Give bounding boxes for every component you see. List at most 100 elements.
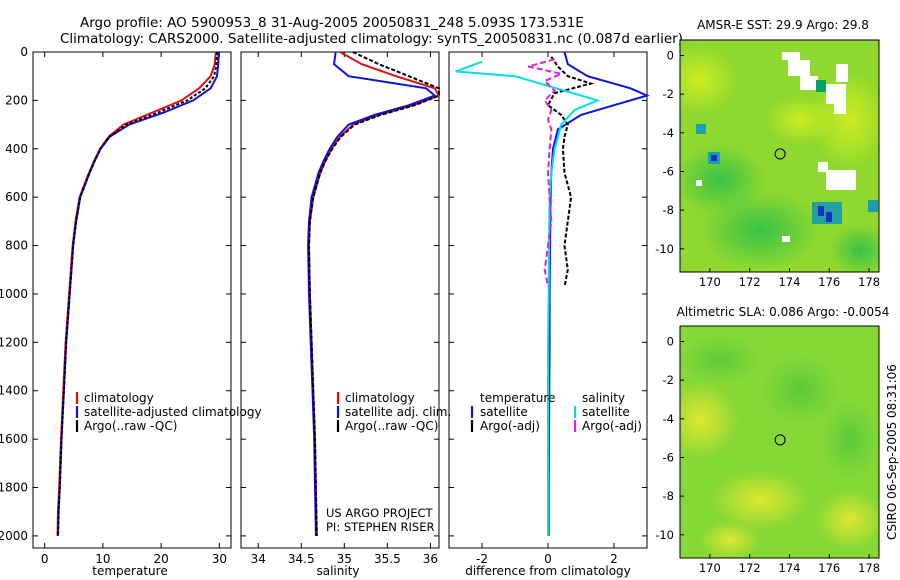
- salinity-xtick-label: 34.5: [288, 552, 315, 566]
- difference-xtick-label: 2: [610, 552, 618, 566]
- difference-profile-plot: -2 0 2: [449, 51, 650, 566]
- sla-high-patch: [680, 380, 740, 460]
- sst-missing-data: [834, 104, 846, 114]
- sst-cold-spot: [696, 124, 706, 134]
- difference-legend-salinity-header: salinity: [582, 391, 625, 405]
- sst-cold-spot: [818, 206, 824, 216]
- temperature-ytick-label: 2000: [0, 529, 28, 543]
- salinity-legend: climatology satellite adj. clim. Argo(..…: [336, 391, 451, 433]
- sst-missing-data: [782, 52, 800, 60]
- sst_map-argo-marker: [774, 148, 786, 160]
- sla_map-ytick-label: -8: [663, 489, 674, 503]
- salinity-xtick-label: 35: [337, 552, 352, 566]
- difference-legend-temperature-header: temperature: [480, 391, 555, 405]
- sst_map-ytick-label: 0: [667, 48, 674, 62]
- difference-series-salinity-argo-adj-: [527, 58, 565, 287]
- temperature-ytick-label: 600: [5, 190, 28, 204]
- temperature-ytick-label: 0: [20, 45, 28, 59]
- temperature-ytick-label: 400: [5, 142, 28, 156]
- sla_map-ytick-label: 0: [667, 334, 674, 348]
- difference-legend-sal-argo: Argo(-adj): [582, 419, 642, 433]
- sst-missing-data: [818, 162, 828, 172]
- sst-missing-data: [696, 180, 702, 186]
- salinity-legend-climatology: climatology: [345, 391, 415, 405]
- sst-missing-data: [836, 64, 848, 82]
- sst-map: [680, 40, 879, 272]
- sla-low-patch: [680, 335, 760, 385]
- salinity-xtick-label: 35.5: [374, 552, 401, 566]
- salinity-legend-argo: Argo(..raw -QC): [345, 419, 438, 433]
- sla-high-patch: [710, 470, 810, 530]
- temperature-ytick-label: 1800: [0, 481, 28, 495]
- sla-map-title: Altimetric SLA: 0.086 Argo: -0.0054: [677, 305, 890, 319]
- sla-high-patch: [700, 520, 760, 558]
- temperature-xtick-label: 20: [153, 552, 168, 566]
- temperature-ytick-label: 1000: [0, 287, 28, 301]
- temperature-ytick-label: 800: [5, 239, 28, 253]
- sst-missing-data: [826, 84, 846, 104]
- salinity-series-argo-raw-qc-: [307, 51, 440, 536]
- sla_map-xtick-label: 178: [858, 561, 880, 575]
- sst-missing-data: [826, 170, 856, 190]
- temperature-profile-plot: 0 10 20 30 0 200 400 600 800 1000 1200 1400 1600 1800…: [0, 45, 231, 566]
- sst_map-xtick-label: 172: [739, 275, 761, 289]
- sst_map-ytick-label: -10: [655, 242, 674, 256]
- figure-title-line2: Climatology: CARS2000. Satellite-adjuste…: [60, 31, 683, 47]
- difference-series-temperature-argo-adj-: [546, 56, 595, 287]
- figure-title-line1: Argo profile: AO 5900953_8 31-Aug-2005 2…: [80, 15, 584, 31]
- sla-high-patch: [815, 490, 879, 550]
- difference-legend-temp-argo: Argo(-adj): [480, 419, 540, 433]
- sst-cold-spot: [868, 200, 878, 212]
- sst-cool-patch: [830, 225, 879, 272]
- sst-cold-spot: [711, 155, 717, 161]
- sla_map-ytick-label: -10: [655, 528, 674, 542]
- pi-credit: PI: STEPHEN RISER: [326, 520, 435, 534]
- salinity-plot-frame: [240, 51, 440, 549]
- salinity-xtick-label: 34: [251, 552, 266, 566]
- sst_map-ytick-label: -8: [663, 203, 674, 217]
- temperature-legend-argo: Argo(..raw -QC): [84, 419, 177, 433]
- sst-missing-data: [788, 60, 810, 76]
- sla-map: [680, 326, 879, 558]
- temperature-ytick-label: 1400: [0, 384, 28, 398]
- difference-xtick-label: -2: [476, 552, 488, 566]
- sla-low-patch: [820, 400, 879, 480]
- timestamp-stamp: CSIRO 06-Sep-2005 08:31:06: [885, 364, 899, 540]
- sla_map-ytick-label: -2: [663, 373, 674, 387]
- temperature-xtick-label: 0: [41, 552, 49, 566]
- difference-legend-temp-satellite: satellite: [480, 405, 528, 419]
- temperature-ytick-label: 200: [5, 93, 28, 107]
- temperature-xtick-label: 10: [95, 552, 110, 566]
- temperature-series-argo-raw-qc-: [57, 51, 218, 536]
- sla_map-ytick-label: -6: [663, 450, 674, 464]
- sst-warm-patch: [765, 95, 835, 145]
- sla_map-xtick-label: 172: [739, 561, 761, 575]
- sst_map-ytick-label: -2: [663, 87, 674, 101]
- difference-series-salinity-satellite: [455, 60, 601, 536]
- sst_map-xtick-label: 178: [858, 275, 880, 289]
- sst-warm-patch: [680, 45, 740, 115]
- sla-map-frame: [679, 325, 880, 559]
- salinity-xtick-label: 36: [423, 552, 438, 566]
- temperature-xtick-label: 30: [212, 552, 227, 566]
- salinity-xlabel: salinity: [316, 564, 359, 578]
- sla-low-patch: [760, 355, 840, 425]
- sst_map-ytick-label: -6: [663, 164, 674, 178]
- sla_map-xtick-label: 174: [778, 561, 800, 575]
- difference-xtick-label: 0: [544, 552, 552, 566]
- sla_map-xtick-label: 176: [818, 561, 840, 575]
- temperature-ytick-label: 1600: [0, 432, 28, 446]
- sst-missing-data: [800, 76, 818, 90]
- sst_map-xtick-label: 170: [699, 275, 721, 289]
- sst_map-xtick-label: 176: [818, 275, 840, 289]
- difference-legend: temperature salinity satellite Argo(-adj…: [470, 391, 642, 433]
- temperature-xlabel: temperature: [92, 564, 167, 578]
- sst-cold-spot: [816, 80, 826, 92]
- sla_map-argo-marker: [774, 434, 786, 446]
- sla_map-ytick-label: -4: [663, 412, 674, 426]
- difference-xlabel: difference from climatology: [465, 564, 631, 578]
- sst_map-ytick-label: -4: [663, 126, 674, 140]
- difference-legend-sal-satellite: satellite: [582, 405, 630, 419]
- temperature-legend: climatology satellite-adjusted climatolo…: [75, 391, 262, 433]
